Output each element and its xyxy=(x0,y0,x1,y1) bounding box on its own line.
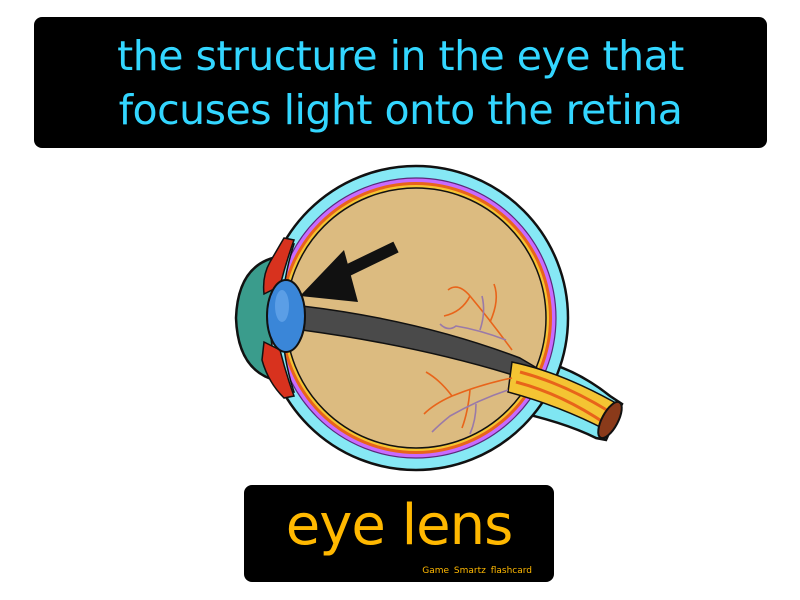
definition-line-1: the structure in the eye that xyxy=(117,31,684,80)
ciliary-body-bottom xyxy=(261,340,296,399)
definition-line-2: focuses light onto the retina xyxy=(118,85,683,134)
credit-label: Game Smartz flashcard xyxy=(422,566,532,576)
blood-vessels-lower xyxy=(423,371,513,435)
optic-nerve-end xyxy=(597,400,623,440)
term-box: eye lens Game Smartz flashcard xyxy=(244,485,554,582)
arrow-icon xyxy=(300,241,399,302)
blood-vessels-upper xyxy=(439,283,513,351)
definition-box: the structure in the eye that focuses li… xyxy=(34,17,767,148)
term-label: eye lens xyxy=(285,493,514,558)
